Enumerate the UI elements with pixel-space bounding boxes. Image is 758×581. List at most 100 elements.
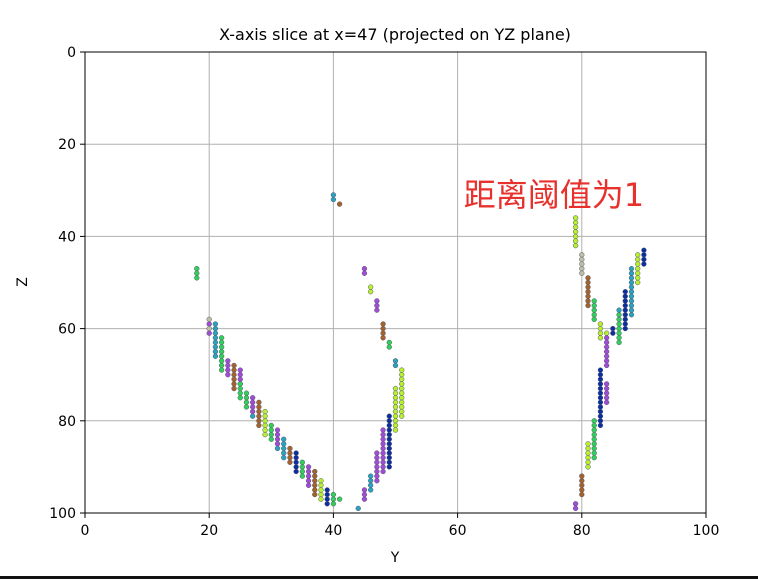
- scatter-point: [218, 362, 225, 369]
- scatter-point: [585, 298, 591, 304]
- scatter-point: [572, 501, 579, 507]
- scatter-point: [628, 270, 635, 276]
- scatter-point: [635, 279, 641, 286]
- scatter-point: [281, 441, 287, 447]
- scatter-point: [206, 316, 212, 323]
- scatter-point: [610, 325, 616, 332]
- scatter-point: [237, 367, 243, 373]
- scatter-point: [616, 330, 622, 336]
- scatter-point: [287, 450, 293, 456]
- scatter-point: [293, 455, 299, 461]
- scatter-point: [361, 487, 368, 493]
- scatter-point: [579, 478, 585, 484]
- scatter-point: [237, 390, 243, 396]
- chart-title: X-axis slice at x=47 (projected on YZ pl…: [219, 25, 571, 44]
- scatter-point: [622, 312, 628, 318]
- scatter-point: [585, 275, 591, 281]
- scatter-point: [374, 450, 380, 456]
- scatter-point: [287, 455, 293, 461]
- scatter-point: [392, 390, 399, 396]
- scatter-point: [256, 408, 262, 415]
- scatter-point: [281, 450, 287, 456]
- scatter-point: [218, 358, 225, 364]
- scatter-point: [597, 422, 604, 429]
- scatter-point: [386, 418, 392, 424]
- scatter-point: [610, 330, 616, 336]
- scatter-point: [572, 505, 579, 512]
- scatter-point: [281, 436, 287, 442]
- scatter-point: [312, 487, 318, 493]
- scatter-point: [243, 390, 250, 396]
- scatter-point: [330, 496, 337, 502]
- scatter-point: [616, 325, 622, 332]
- scatter-point: [622, 302, 628, 309]
- scatter-point: [616, 307, 622, 313]
- x-tick-label: 40: [324, 523, 342, 539]
- scatter-point: [591, 298, 597, 304]
- scatter-point: [635, 252, 641, 258]
- scatter-point: [597, 418, 604, 424]
- scatter-point: [628, 275, 635, 281]
- scatter-point: [579, 256, 585, 263]
- scatter-point: [374, 302, 380, 309]
- scatter-point: [622, 316, 628, 323]
- scatter-point: [585, 293, 591, 299]
- scatter-point: [597, 408, 604, 415]
- scatter-point: [399, 372, 405, 378]
- scatter-point: [305, 473, 312, 479]
- x-axis-label: Y: [390, 550, 400, 566]
- scatter-point: [386, 339, 392, 346]
- scatter-point: [622, 307, 628, 313]
- scatter-point: [628, 312, 635, 318]
- scatter-point: [641, 256, 647, 263]
- scatter-point: [368, 487, 374, 493]
- scatter-point: [399, 367, 405, 373]
- scatter-point: [212, 321, 219, 327]
- scatter-point: [212, 330, 219, 336]
- scatter-point: [243, 395, 250, 401]
- scatter-point: [361, 491, 368, 498]
- scatter-point: [336, 496, 343, 502]
- scatter-point: [603, 330, 610, 336]
- scatter-point: [386, 459, 392, 465]
- scatter-point: [355, 505, 361, 512]
- scatter-point: [628, 266, 635, 272]
- scatter-point: [585, 279, 591, 286]
- scatter-point: [386, 436, 392, 442]
- scatter-point: [374, 468, 380, 475]
- scatter-point: [237, 381, 243, 387]
- scatter-point: [622, 289, 628, 295]
- scatter-point: [330, 196, 337, 203]
- y-tick-label: 80: [58, 414, 76, 430]
- scatter-point: [318, 482, 324, 488]
- scatter-point: [237, 372, 243, 378]
- scatter-point: [585, 289, 591, 295]
- scatter-point: [585, 455, 591, 461]
- scatter-point: [399, 381, 405, 387]
- scatter-point: [603, 344, 610, 350]
- scatter-point: [572, 229, 579, 235]
- scatter-point: [386, 427, 392, 433]
- scatter-point: [368, 478, 374, 484]
- scatter-point: [591, 307, 597, 313]
- scatter-point: [324, 501, 330, 507]
- scatter-point: [318, 491, 324, 498]
- scatter-point: [386, 431, 392, 438]
- scatter-point: [380, 431, 386, 438]
- scatter-point: [330, 501, 337, 507]
- scatter-point: [386, 445, 392, 452]
- scatter-point: [597, 390, 604, 396]
- scatter-point: [572, 238, 579, 244]
- scatter-point: [591, 427, 597, 433]
- scatter-point: [591, 316, 597, 323]
- scatter-point: [399, 395, 405, 401]
- scatter-point: [603, 381, 610, 387]
- scatter-point: [299, 464, 306, 470]
- scatter-point: [591, 431, 597, 438]
- scatter-point: [218, 349, 225, 355]
- scatter-point: [392, 408, 399, 415]
- scatter-point: [237, 376, 243, 382]
- y-tick-label: 40: [58, 229, 76, 245]
- scatter-point: [399, 376, 405, 382]
- scatter-point: [597, 367, 604, 373]
